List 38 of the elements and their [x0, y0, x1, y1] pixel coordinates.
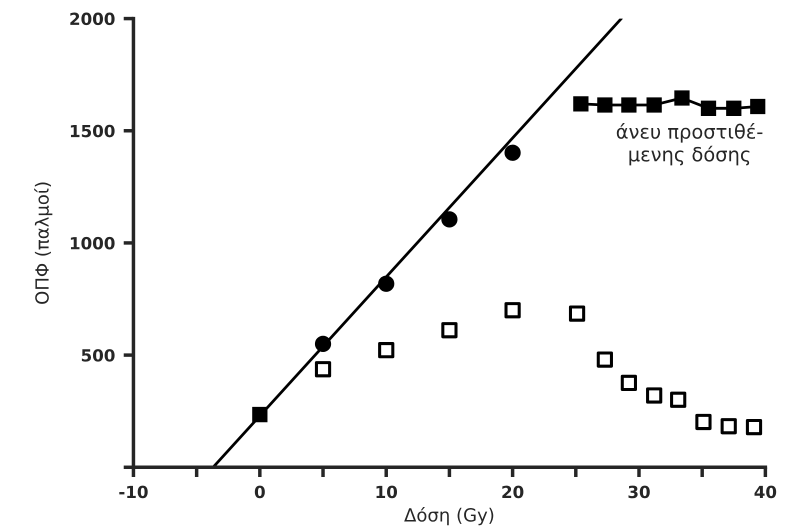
point — [621, 97, 637, 113]
point — [646, 97, 662, 113]
annotation: άνευ προστιθέ- μενης δόσης — [616, 123, 762, 166]
point — [670, 392, 686, 408]
x-tick-label: 0 — [254, 486, 265, 498]
y-tick-label: 500 — [82, 349, 115, 362]
point — [674, 90, 690, 106]
point — [746, 419, 762, 436]
point — [252, 406, 268, 422]
point — [314, 361, 332, 378]
point — [695, 414, 712, 430]
point — [568, 305, 586, 322]
point — [620, 374, 637, 392]
y-tick-label: 1000 — [70, 236, 115, 250]
point — [726, 100, 742, 116]
point — [314, 336, 332, 352]
point — [441, 322, 458, 338]
x-tick-label: 30 — [628, 486, 650, 498]
point — [700, 100, 716, 116]
point — [504, 144, 521, 161]
x-tick-label: -10 — [119, 486, 148, 498]
y-axis-title: ΟΠΦ (παλμοί) — [34, 182, 52, 304]
point — [378, 276, 394, 292]
point — [441, 211, 458, 228]
point — [573, 96, 588, 112]
point — [596, 351, 613, 368]
x-tick-label: 10 — [376, 486, 398, 498]
point — [504, 302, 521, 318]
point — [720, 418, 737, 434]
point — [750, 98, 766, 114]
x-tick-label: 20 — [502, 486, 524, 498]
point — [378, 342, 394, 358]
x-axis-title: Δόση (Gy) — [404, 507, 494, 526]
point — [597, 97, 613, 113]
y-tick-label: 2000 — [70, 12, 115, 26]
point — [646, 387, 662, 404]
x-tick-label: 40 — [754, 486, 776, 498]
y-tick-label: 1500 — [70, 124, 115, 138]
